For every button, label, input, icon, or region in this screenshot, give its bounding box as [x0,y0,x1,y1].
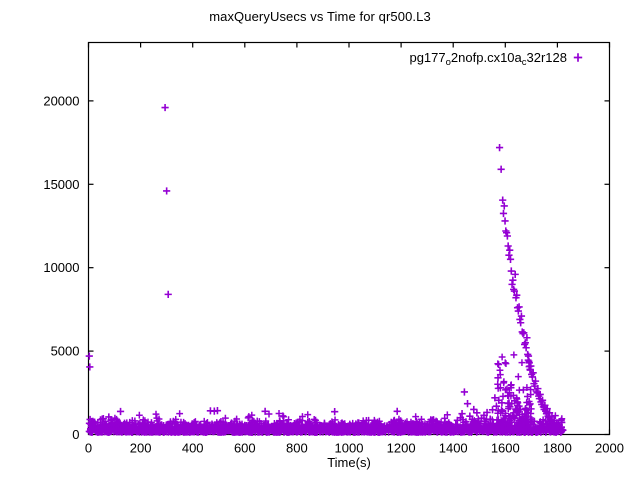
x-tick-label: 1000 [335,441,364,456]
y-axis-ticks: 0 5000 10000 15000 20000 [43,93,610,442]
x-axis-ticks: 0 200 400 600 800 1000 1200 1400 1600 1800 2000 [85,42,624,456]
x-tick-label: 1800 [543,441,572,456]
x-tick-label: 0 [85,441,92,456]
y-tick-label: 20000 [43,93,79,108]
data-point-group [85,103,567,436]
x-tick-label: 600 [234,441,256,456]
legend-entry-label: pg177o2nofp.cx10ac32r128 [409,50,567,68]
y-tick-label: 10000 [43,260,79,275]
x-tick-label: 2000 [595,441,624,456]
legend: pg177o2nofp.cx10ac32r128 [409,50,583,68]
x-tick-label: 800 [286,441,308,456]
x-tick-label: 400 [182,441,204,456]
y-tick-label: 15000 [43,177,79,192]
legend-key-marker-plus-icon [573,53,583,62]
x-axis-label: Time(s) [327,455,371,470]
x-tick-label: 200 [130,441,152,456]
x-tick-label: 1200 [387,441,416,456]
page-title: maxQueryUsecs vs Time for qr500.L3 [209,9,431,24]
y-tick-label: 5000 [51,344,80,359]
x-tick-label: 1400 [439,441,468,456]
x-tick-label: 1600 [491,441,520,456]
y-tick-label: 0 [72,427,79,442]
